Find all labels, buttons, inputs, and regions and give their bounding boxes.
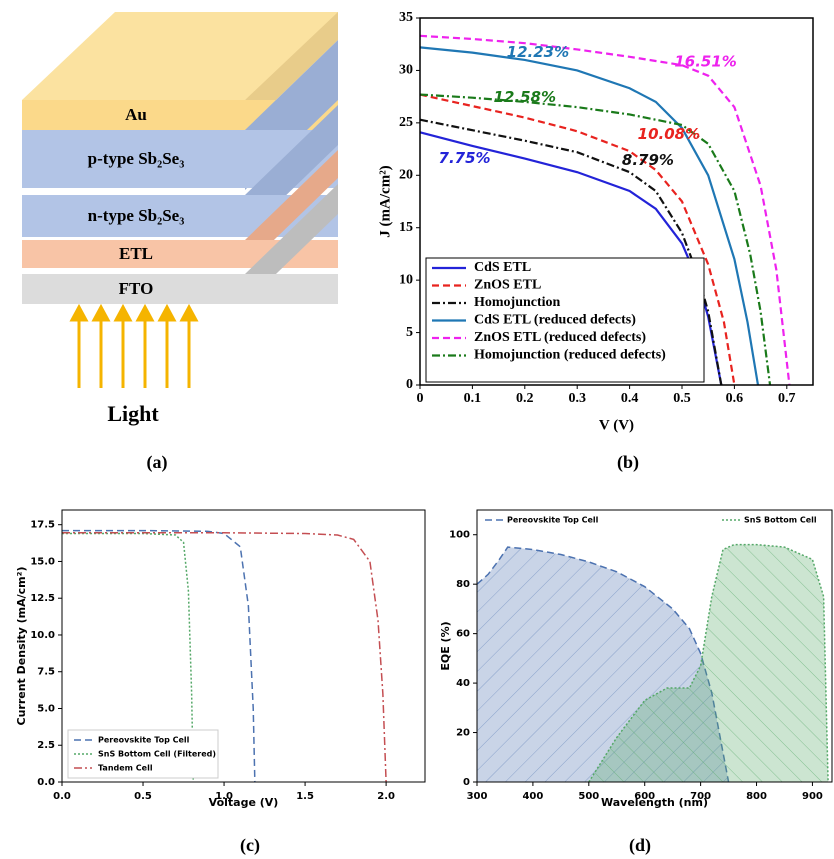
y-tick-label: 100 (449, 530, 470, 541)
chart: 0.0 0.5 1.0 1.5 2.0 0.0 2.5 5.0 7.5 10.0 12.5 15.0 1… (15, 509, 426, 856)
x-tick-label: 500 (578, 791, 599, 802)
area-hatch (588, 544, 829, 782)
series-line (419, 93, 736, 386)
legend-box (67, 729, 219, 779)
legend-label: Tandem Cell (98, 764, 153, 773)
x-tick-label: 2.0 (377, 791, 395, 802)
legend-label: Pereovskite Top Cell (98, 736, 190, 745)
x-tick-label: 700 (690, 791, 711, 802)
series-line (419, 93, 772, 386)
y-tick-label: 25 (399, 115, 413, 130)
y-tick-label: 20 (456, 728, 470, 739)
x-axis-label: Wavelength (nm) (601, 796, 708, 809)
x-axis-label: V (V) (599, 417, 634, 433)
y-tick-label: 2.5 (37, 740, 55, 751)
plot-frame (476, 509, 833, 783)
y-tick-label: 7.5 (37, 667, 55, 678)
y-tick-label: 0 (463, 777, 470, 788)
layer-label: ETL (119, 244, 153, 263)
legend-label: Homojunction (reduced defects) (474, 348, 666, 363)
series-line (419, 46, 760, 386)
x-tick-label: 800 (746, 791, 767, 802)
chart: 0 0.1 0.2 0.3 0.4 0.5 0.6 0.7 0 5 10 15 20 25 30 35 7.75… (377, 10, 814, 473)
layer-fto (22, 274, 338, 304)
layer-side (245, 150, 338, 268)
legend-label: ZnOS ETL (474, 278, 541, 293)
layer-top (22, 12, 338, 100)
annotation: 8.79% (622, 151, 674, 169)
y-tick-label: 15 (399, 220, 413, 235)
x-tick-label: 0.4 (621, 391, 639, 406)
legend-label: ZnOS ETL (reduced defects) (474, 330, 646, 345)
layer-label: n-type Sb₂Se₃ (88, 206, 185, 225)
light-label: Light (107, 401, 159, 426)
y-tick-label: 80 (456, 579, 470, 590)
chart: 300 400 500 600 700 800 900 0 20 40 60 80 100 Pereovs… (439, 509, 833, 856)
x-tick-label: 0.0 (53, 791, 71, 802)
y-axis-label: EQE (%) (439, 621, 452, 670)
series-line (419, 34, 791, 386)
plot-frame (61, 509, 426, 783)
layer-label: Au (125, 105, 147, 124)
legend-label: Homojunction (474, 295, 561, 310)
x-tick-label: 0.5 (673, 391, 691, 406)
y-tick-label: 40 (456, 678, 470, 689)
annotation: 7.75% (439, 149, 491, 167)
series-line (419, 118, 723, 386)
panel-label: (c) (240, 835, 260, 856)
y-tick-label: 60 (456, 629, 470, 640)
series-line (62, 529, 256, 783)
x-tick-label: 0.7 (778, 391, 796, 406)
y-tick-label: 0 (406, 377, 413, 392)
stack-diagram: Au p-type Sb₂Se₃ n-type Sb₂Se₃ ETL FTO L… (22, 12, 338, 473)
y-tick-label: 5 (406, 325, 413, 340)
light-arrows (69, 303, 199, 388)
y-tick-label: 10.0 (30, 630, 55, 641)
x-tick-label: 300 (467, 791, 488, 802)
x-tick-label: 900 (802, 791, 823, 802)
legend-label: CdS ETL (reduced defects) (474, 313, 636, 328)
y-axis-label: Current Density (mA/cm²) (15, 567, 28, 726)
y-tick-label: 35 (399, 10, 413, 25)
y-tick-label: 17.5 (30, 520, 55, 531)
y-tick-label: 0.0 (37, 777, 55, 788)
y-tick-label: 5.0 (37, 703, 55, 714)
x-tick-label: 1.0 (215, 791, 233, 802)
x-tick-label: 600 (634, 791, 655, 802)
annotation: 12.23% (507, 43, 569, 61)
y-axis-label: J (mA/cm²) (377, 165, 393, 237)
x-axis-label: Voltage (V) (209, 796, 279, 809)
annotation: 12.58% (494, 88, 556, 106)
x-tick-label: 400 (522, 791, 543, 802)
annotation: 10.08% (638, 125, 700, 143)
y-tick-label: 15.0 (30, 556, 55, 567)
legend-box (425, 257, 705, 383)
layer-label: p-type Sb₂Se₃ (88, 149, 185, 168)
layer-label: FTO (119, 279, 154, 298)
series-line (62, 532, 387, 783)
legend-label: CdS ETL (474, 260, 531, 275)
legend-label: SnS Bottom Cell (744, 516, 817, 525)
x-tick-label: 1.5 (296, 791, 314, 802)
panel-label: (a) (147, 452, 168, 473)
x-tick-label: 0.2 (516, 391, 534, 406)
y-tick-label: 10 (399, 272, 413, 287)
y-tick-label: 12.5 (30, 593, 55, 604)
panel-label: (b) (617, 452, 639, 473)
panel-label: (d) (629, 835, 651, 856)
legend-label: SnS Bottom Cell (Filtered) (98, 750, 216, 759)
x-tick-label: 0.5 (134, 791, 152, 802)
x-tick-label: 0 (417, 391, 424, 406)
legend-label: Pereovskite Top Cell (507, 516, 599, 525)
x-tick-label: 0.6 (726, 391, 744, 406)
x-tick-label: 0.3 (568, 391, 586, 406)
annotation: 16.51% (674, 53, 736, 71)
plot-frame (419, 17, 814, 386)
y-tick-label: 30 (399, 63, 413, 78)
y-tick-label: 20 (399, 168, 413, 183)
x-tick-label: 0.1 (464, 391, 482, 406)
